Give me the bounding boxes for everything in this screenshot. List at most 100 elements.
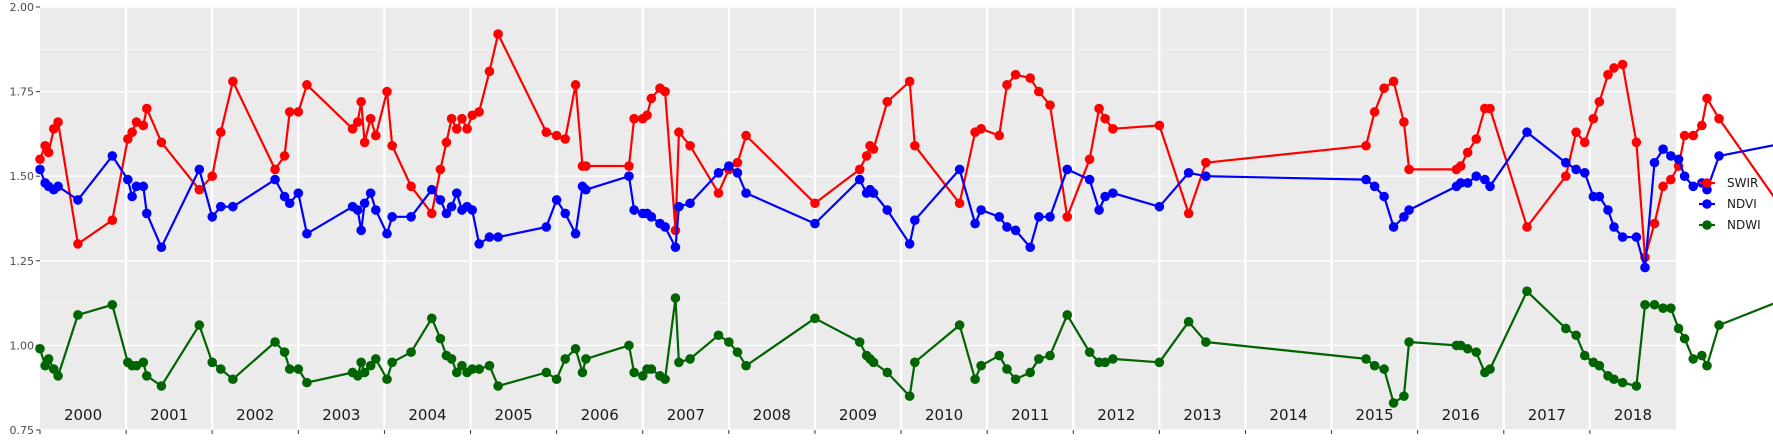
data-point-ndwi (228, 374, 238, 385)
data-point-ndvi (484, 232, 495, 242)
data-point-ndvi (1480, 174, 1490, 185)
data-point-swir (1108, 124, 1118, 134)
data-point-swir (1666, 174, 1676, 185)
data-point-ndwi (882, 367, 893, 378)
data-point-swir (53, 117, 63, 127)
data-point-ndwi (1522, 286, 1532, 297)
data-point-ndvi (356, 225, 366, 236)
data-point-ndwi (1617, 377, 1628, 388)
data-point-ndwi (1154, 357, 1165, 368)
data-point-swir (1025, 73, 1036, 83)
data-point-ndvi (646, 212, 657, 222)
data-point-ndvi (441, 208, 452, 219)
data-point-ndvi (976, 205, 986, 215)
year-label: 2007 (667, 406, 705, 424)
data-point-ndvi (1688, 181, 1699, 192)
data-point-swir (976, 124, 986, 134)
data-point-ndwi (1034, 354, 1044, 364)
data-point-ndwi (1702, 360, 1712, 371)
data-point-ndvi (1361, 174, 1371, 185)
year-labels: 2000 2001 2002 2003 2004 2005 2006 2007 2008 2009… (64, 406, 1652, 424)
data-point-ndvi (560, 208, 571, 219)
data-point-ndwi (624, 340, 634, 351)
data-point-ndvi (1108, 188, 1118, 198)
data-point-ndvi (270, 174, 280, 185)
data-point-ndwi (1062, 310, 1073, 320)
data-point-ndvi (371, 205, 381, 215)
data-point-ndwi (270, 337, 280, 347)
data-point-ndwi (1471, 347, 1482, 357)
data-point-swir (387, 140, 397, 151)
data-point-ndwi (446, 354, 457, 364)
series-ndwi (35, 286, 1773, 408)
data-point-swir (1388, 76, 1399, 87)
data-point-swir (474, 107, 484, 117)
data-point-swir (670, 225, 681, 236)
data-point-swir (685, 140, 695, 151)
data-point-swir (1688, 130, 1699, 141)
y-tick-label: 1.00 (10, 339, 35, 352)
data-point-swir (1658, 181, 1668, 192)
data-point-ndwi (457, 360, 467, 371)
data-point-ndwi (1084, 347, 1095, 357)
data-point-ndvi (1560, 157, 1571, 168)
data-point-ndwi (674, 357, 684, 368)
data-point-ndvi (1034, 212, 1044, 222)
data-point-swir (674, 127, 684, 138)
data-point-ndwi (724, 337, 734, 347)
data-point-swir (1649, 218, 1660, 229)
data-point-ndwi (382, 374, 392, 385)
year-label: 2013 (1183, 406, 1221, 424)
data-point-swir (446, 113, 457, 124)
data-point-ndvi (1062, 164, 1073, 175)
data-point-ndwi (138, 357, 149, 368)
data-point-swir (910, 140, 920, 151)
data-point-swir (406, 181, 416, 192)
data-point-swir (1522, 222, 1532, 232)
data-point-ndwi (1579, 350, 1590, 361)
data-point-ndwi (570, 343, 581, 354)
data-point-swir (1379, 83, 1389, 94)
data-point-ndvi (387, 212, 397, 222)
data-point-ndwi (1369, 360, 1380, 371)
data-point-swir (1462, 147, 1473, 158)
data-point-ndvi (107, 151, 118, 161)
data-point-ndvi (474, 239, 484, 249)
data-point-swir (207, 171, 218, 181)
data-point-swir (73, 239, 83, 249)
data-point-ndvi (123, 174, 133, 185)
data-point-swir (570, 80, 581, 90)
data-point-swir (279, 151, 290, 161)
data-point-ndwi (1010, 374, 1021, 385)
data-point-ndwi (577, 367, 588, 378)
data-point-ndvi (138, 181, 149, 192)
year-label: 2001 (150, 406, 188, 424)
legend-label: NDWI (1727, 218, 1761, 232)
data-point-ndvi (1571, 164, 1581, 175)
data-point-ndvi (1471, 171, 1482, 181)
data-point-ndwi (541, 367, 552, 378)
data-point-ndvi (127, 191, 137, 202)
data-point-ndwi (284, 364, 295, 374)
year-label: 2018 (1614, 406, 1652, 424)
series-swir (35, 29, 1773, 263)
data-point-ndvi (1045, 212, 1055, 222)
year-separators (125, 7, 1591, 430)
data-point-ndvi (1714, 151, 1724, 161)
data-point-swir (1010, 69, 1021, 80)
data-point-ndwi (1361, 354, 1371, 364)
data-point-ndvi (1485, 181, 1495, 192)
data-point-ndvi (551, 195, 562, 205)
data-point-ndwi (1404, 337, 1414, 347)
data-point-ndvi (970, 218, 980, 229)
data-point-swir (270, 164, 280, 175)
data-point-ndwi (406, 347, 416, 357)
data-point-swir (371, 130, 381, 141)
data-point-swir (352, 117, 363, 127)
data-point-ndvi (1609, 222, 1619, 232)
data-point-ndwi (1108, 354, 1118, 364)
data-point-ndvi (1399, 212, 1409, 222)
data-point-ndwi (216, 364, 226, 374)
year-label: 2010 (925, 406, 963, 424)
